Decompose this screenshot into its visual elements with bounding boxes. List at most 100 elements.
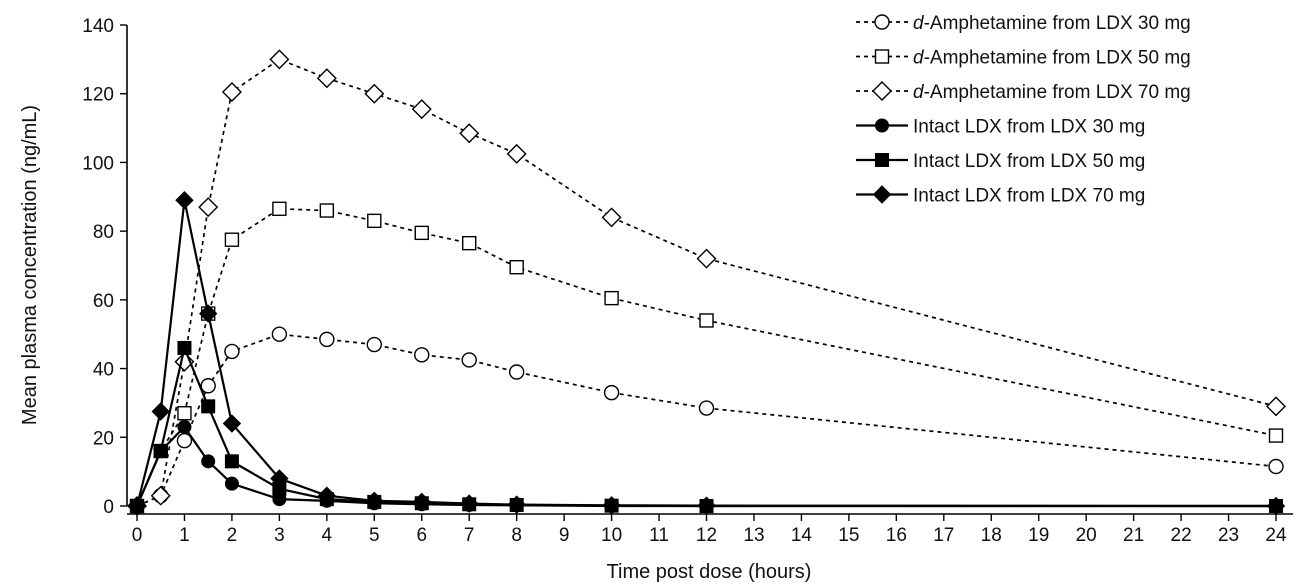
data-point [699,313,714,328]
series-line [136,333,1277,507]
y-tick-label: 60 [93,291,114,312]
legend-swatch-marker [874,14,890,30]
y-axis-label: Mean plasma concentration (ng/mL) [19,105,41,425]
legend-label-rest: -Amphetamine from LDX 30 mg [924,13,1191,34]
data-point [507,495,526,514]
legend: d-Amphetamine from LDX 30 mgd-Amphetamin… [856,13,1191,207]
x-tick-label: 20 [1076,525,1097,546]
data-point [224,232,240,247]
legend-item: Intact LDX from LDX 50 mg [856,151,1145,172]
data-point [412,492,431,512]
data-point [270,469,289,488]
data-point [1268,458,1284,475]
data-point [509,260,524,275]
data-point [319,203,335,218]
series-1 [129,326,1284,514]
data-point [411,99,432,120]
data-point [221,82,242,102]
series-line [136,207,1277,507]
data-point [506,143,527,164]
x-axis-label: Time post dose (hours) [607,561,812,583]
x-tick-label: 11 [649,525,669,546]
data-point [272,201,287,217]
data-point [366,336,382,353]
x-tick-label: 0 [132,525,143,546]
data-point [414,225,429,241]
data-point [696,248,717,269]
data-point [460,494,479,513]
data-point [698,400,715,416]
series-line [135,344,1276,508]
x-tick-label: 6 [416,525,427,546]
legend-swatch-marker [872,81,892,101]
data-point [200,378,216,394]
x-tick-label: 22 [1171,525,1192,546]
y-tick-label: 140 [82,16,114,37]
series-6 [127,191,1286,516]
data-point [697,496,716,515]
data-point [224,476,239,491]
data-point [367,213,382,229]
data-point [177,340,192,355]
data-point [317,486,337,505]
legend-swatch-marker [875,118,889,133]
x-tick-label: 21 [1123,525,1144,546]
data-point [269,49,290,70]
data-point [364,83,385,104]
legend-swatch-marker [874,49,890,64]
data-point [224,454,239,469]
data-point [602,496,621,515]
x-tick-label: 17 [933,525,954,546]
y-tick-label: 80 [93,222,114,243]
data-point [459,123,480,144]
x-tick-label: 16 [886,525,907,546]
legend-label-rest: -Amphetamine from LDX 70 mg [924,82,1191,103]
data-point [601,207,622,228]
data-point [222,414,242,433]
legend-label-italic: d [913,48,925,69]
x-tick-label: 23 [1218,525,1239,546]
x-tick-label: 3 [274,525,285,546]
data-point [508,364,525,380]
legend-item: d-Amphetamine from LDX 30 mg [856,13,1191,34]
x-tick-label: 12 [696,525,717,546]
x-tick-label: 9 [559,525,570,546]
data-point [1266,496,1286,516]
data-point [316,68,337,89]
data-point [153,444,168,459]
data-point [224,343,240,360]
legend-label: d-Amphetamine from LDX 30 mg [913,13,1191,34]
x-tick-label: 15 [838,525,859,546]
legend-label: Intact LDX from LDX 70 mg [913,186,1145,207]
data-point [127,496,147,516]
series-line [136,58,1277,507]
data-point [177,419,192,434]
legend-label: d-Amphetamine from LDX 70 mg [913,82,1191,103]
data-point [198,304,218,323]
x-tick-label: 4 [322,525,333,546]
data-point [201,399,216,414]
y-tick-label: 120 [82,85,114,106]
x-tick-label: 7 [464,525,475,546]
data-point [151,402,170,421]
x-tick-label: 18 [981,525,1002,546]
y-tick-label: 0 [103,497,114,518]
x-tick-label: 5 [369,525,380,546]
legend-label-italic: d [913,13,925,34]
legend-label: d-Amphetamine from LDX 50 mg [913,48,1191,69]
legend-label: Intact LDX from LDX 30 mg [913,117,1145,138]
x-tick-label: 13 [743,525,764,546]
legend-label: Intact LDX from LDX 50 mg [913,151,1145,172]
legend-item: d-Amphetamine from LDX 70 mg [856,81,1191,103]
x-tick-label: 14 [791,525,813,546]
legend-item: Intact LDX from LDX 30 mg [856,117,1145,138]
data-point [1266,396,1286,417]
y-tick-label: 40 [93,360,114,381]
data-point [271,326,288,342]
y-ticks: 0 20 40 60 80 100 120 140 [82,16,127,518]
legend-label-rest: -Amphetamine from LDX 50 mg [924,48,1191,69]
x-tick-label: 1 [179,525,190,546]
data-point [150,485,171,506]
